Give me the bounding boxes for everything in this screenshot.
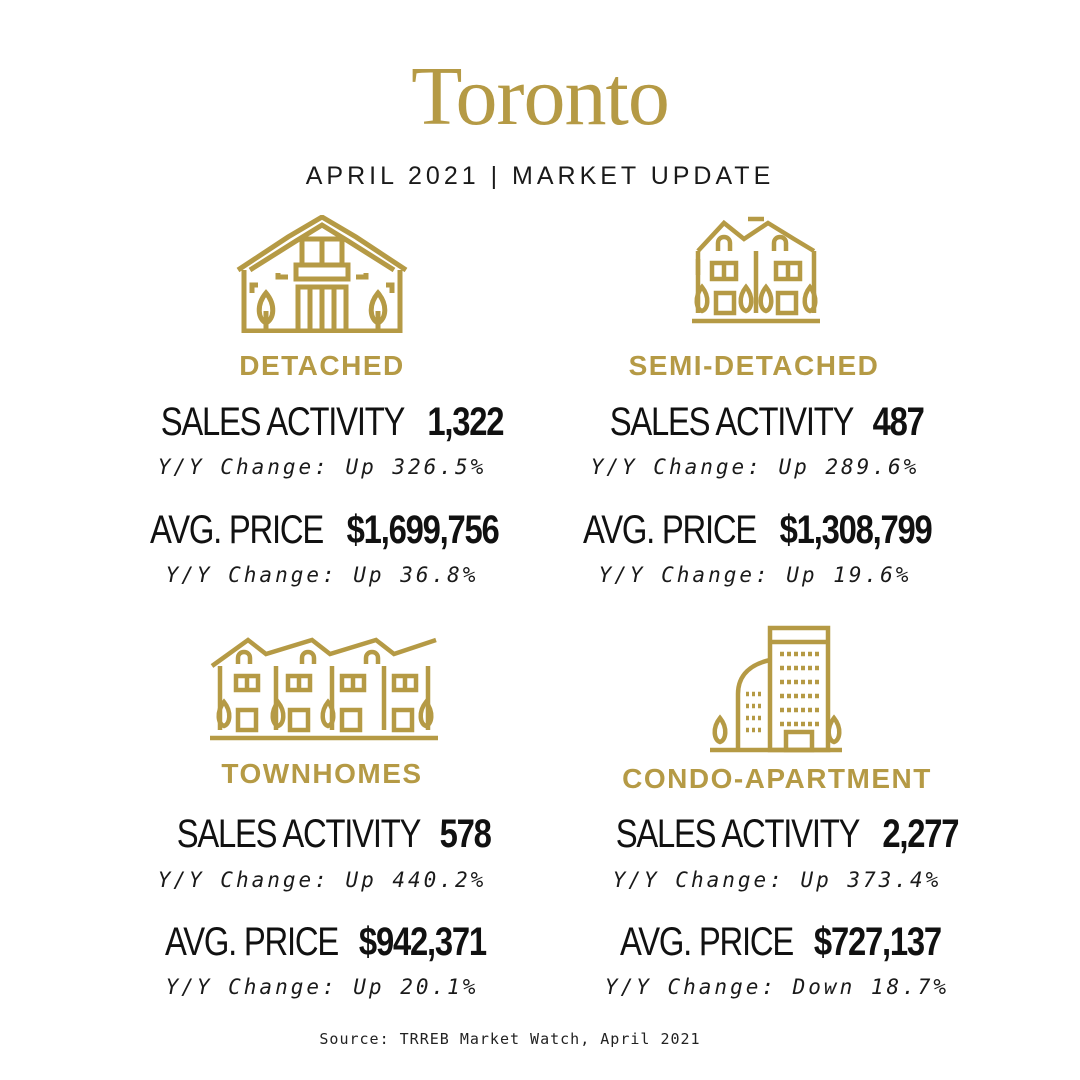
condo-apartment-icon [708,624,844,754]
sales-activity-label: SALES ACTIVITY [176,812,421,856]
avg-price-value: $942,371 [358,920,487,964]
sales-change-text: Y/Y Change: Up 289.6% [590,455,920,479]
sales-activity-value: 578 [439,812,492,856]
category-label-townhomes: TOWNHOMES [221,758,423,789]
avg-price-label: AVG. PRICE [165,920,339,964]
category-label-detached: DETACHED [239,350,405,381]
price-change-text: Y/Y Change: Up 20.1% [165,975,479,999]
source-footnote: Source: TRREB Market Watch, April 2021 [319,1030,701,1048]
sales-change-text: Y/Y Change: Up 326.5% [157,455,487,479]
sales-activity-line: SALES ACTIVITY 487 [505,400,1005,445]
townhomes-icon [208,636,440,742]
sales-activity-label: SALES ACTIVITY [609,400,854,444]
sales-activity-value: 487 [872,400,925,444]
sales-activity-line: SALES ACTIVITY 1,322 [72,400,572,445]
category-label-condo-apartment: CONDO-APARTMENT [622,763,932,794]
sales-change-text: Y/Y Change: Up 373.4% [612,868,942,892]
sales-activity-line: SALES ACTIVITY 578 [72,812,572,857]
avg-price-label: AVG. PRICE [150,508,324,552]
sales-change-text: Y/Y Change: Up 440.2% [157,868,487,892]
price-change-text: Y/Y Change: Down 18.7% [604,975,950,999]
avg-price-value: $1,308,799 [779,508,932,552]
price-change-text: Y/Y Change: Up 19.6% [598,563,912,587]
avg-price-label: AVG. PRICE [583,508,757,552]
avg-price-value: $727,137 [813,920,942,964]
page-subtitle: APRIL 2021 | MARKET UPDATE [305,162,775,190]
sales-activity-line: SALES ACTIVITY 2,277 [527,812,1027,857]
detached-house-icon [236,215,408,333]
price-change-text: Y/Y Change: Up 36.8% [165,563,479,587]
sales-activity-label: SALES ACTIVITY [161,400,406,444]
category-label-semi-detached: SEMI-DETACHED [628,350,880,381]
page-title: Toronto [411,50,670,143]
avg-price-label: AVG. PRICE [620,920,794,964]
avg-price-value: $1,699,756 [346,508,499,552]
semi-detached-house-icon [688,215,824,327]
sales-activity-label: SALES ACTIVITY [616,812,861,856]
avg-price-line: AVG. PRICE $1,308,799 [505,508,1005,553]
sales-activity-value: 1,322 [427,400,504,444]
avg-price-line: AVG. PRICE $942,371 [72,920,572,965]
sales-activity-value: 2,277 [882,812,959,856]
avg-price-line: AVG. PRICE $727,137 [527,920,1027,965]
avg-price-line: AVG. PRICE $1,699,756 [72,508,572,553]
